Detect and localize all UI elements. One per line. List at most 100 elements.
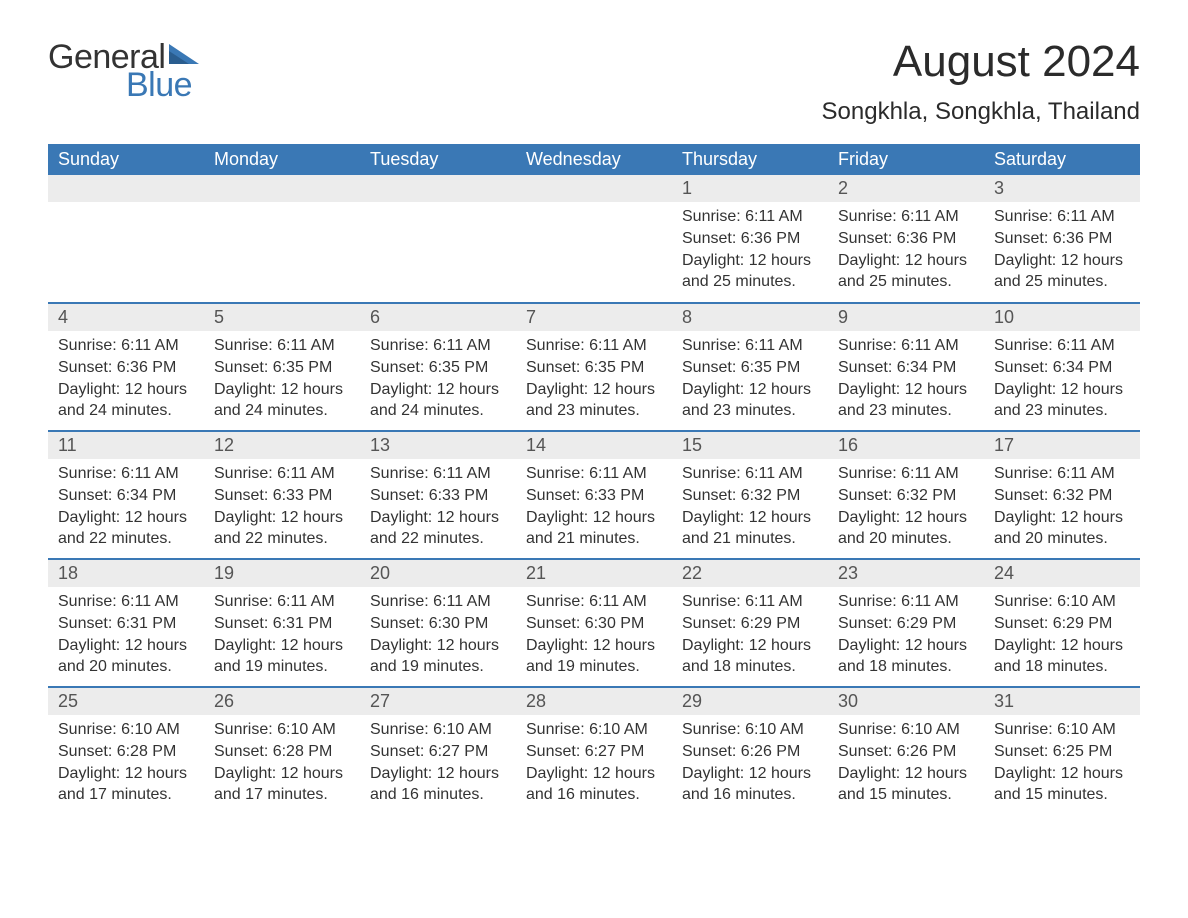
sunset-line: Sunset: 6:36 PM bbox=[58, 357, 194, 379]
daylight-line: Daylight: 12 hours and 21 minutes. bbox=[682, 507, 818, 550]
location-label: Songkhla, Songkhla, Thailand bbox=[822, 98, 1140, 126]
sunrise-line: Sunrise: 6:11 AM bbox=[214, 591, 350, 613]
title-block: August 2024 Songkhla, Songkhla, Thailand bbox=[822, 40, 1140, 126]
day-number: 10 bbox=[984, 304, 1140, 331]
sunrise-line: Sunrise: 6:11 AM bbox=[370, 335, 506, 357]
sunset-line: Sunset: 6:29 PM bbox=[682, 613, 818, 635]
sunrise-line: Sunrise: 6:10 AM bbox=[994, 719, 1130, 741]
day-number: 27 bbox=[360, 688, 516, 715]
calendar-cell: 16Sunrise: 6:11 AMSunset: 6:32 PMDayligh… bbox=[828, 431, 984, 559]
calendar-cell: 23Sunrise: 6:11 AMSunset: 6:29 PMDayligh… bbox=[828, 559, 984, 687]
day-details: Sunrise: 6:10 AMSunset: 6:29 PMDaylight:… bbox=[984, 587, 1140, 683]
page-title: August 2024 bbox=[822, 40, 1140, 84]
day-number: 18 bbox=[48, 560, 204, 587]
sunrise-line: Sunrise: 6:11 AM bbox=[838, 463, 974, 485]
weekday-header: Sunday bbox=[48, 144, 204, 175]
sunset-line: Sunset: 6:35 PM bbox=[214, 357, 350, 379]
calendar-cell: 13Sunrise: 6:11 AMSunset: 6:33 PMDayligh… bbox=[360, 431, 516, 559]
sunrise-line: Sunrise: 6:10 AM bbox=[526, 719, 662, 741]
day-details: Sunrise: 6:11 AMSunset: 6:34 PMDaylight:… bbox=[48, 459, 204, 555]
calendar-cell: 10Sunrise: 6:11 AMSunset: 6:34 PMDayligh… bbox=[984, 303, 1140, 431]
day-details: Sunrise: 6:11 AMSunset: 6:35 PMDaylight:… bbox=[672, 331, 828, 427]
sunset-line: Sunset: 6:33 PM bbox=[214, 485, 350, 507]
weekday-header: Friday bbox=[828, 144, 984, 175]
day-details: Sunrise: 6:11 AMSunset: 6:36 PMDaylight:… bbox=[48, 331, 204, 427]
sunrise-line: Sunrise: 6:11 AM bbox=[58, 335, 194, 357]
daylight-line: Daylight: 12 hours and 17 minutes. bbox=[58, 763, 194, 806]
day-number: 23 bbox=[828, 560, 984, 587]
sunset-line: Sunset: 6:28 PM bbox=[58, 741, 194, 763]
day-number: 19 bbox=[204, 560, 360, 587]
calendar-cell: 31Sunrise: 6:10 AMSunset: 6:25 PMDayligh… bbox=[984, 687, 1140, 815]
day-number: 12 bbox=[204, 432, 360, 459]
daylight-line: Daylight: 12 hours and 18 minutes. bbox=[682, 635, 818, 678]
sunrise-line: Sunrise: 6:11 AM bbox=[994, 335, 1130, 357]
sunset-line: Sunset: 6:34 PM bbox=[838, 357, 974, 379]
daylight-line: Daylight: 12 hours and 19 minutes. bbox=[370, 635, 506, 678]
sunset-line: Sunset: 6:33 PM bbox=[370, 485, 506, 507]
calendar-cell: 4Sunrise: 6:11 AMSunset: 6:36 PMDaylight… bbox=[48, 303, 204, 431]
calendar-cell: 3Sunrise: 6:11 AMSunset: 6:36 PMDaylight… bbox=[984, 175, 1140, 303]
day-number: 22 bbox=[672, 560, 828, 587]
daylight-line: Daylight: 12 hours and 18 minutes. bbox=[838, 635, 974, 678]
sunrise-line: Sunrise: 6:11 AM bbox=[994, 463, 1130, 485]
day-number: 11 bbox=[48, 432, 204, 459]
sunrise-line: Sunrise: 6:11 AM bbox=[526, 335, 662, 357]
weekday-header: Monday bbox=[204, 144, 360, 175]
day-number: 13 bbox=[360, 432, 516, 459]
daylight-line: Daylight: 12 hours and 24 minutes. bbox=[370, 379, 506, 422]
daylight-line: Daylight: 12 hours and 24 minutes. bbox=[58, 379, 194, 422]
day-number: 29 bbox=[672, 688, 828, 715]
weekday-header: Tuesday bbox=[360, 144, 516, 175]
sunrise-line: Sunrise: 6:11 AM bbox=[526, 591, 662, 613]
day-details: Sunrise: 6:11 AMSunset: 6:32 PMDaylight:… bbox=[984, 459, 1140, 555]
sunrise-line: Sunrise: 6:11 AM bbox=[994, 206, 1130, 228]
sunrise-line: Sunrise: 6:10 AM bbox=[214, 719, 350, 741]
sunset-line: Sunset: 6:30 PM bbox=[370, 613, 506, 635]
calendar-cell: 12Sunrise: 6:11 AMSunset: 6:33 PMDayligh… bbox=[204, 431, 360, 559]
daylight-line: Daylight: 12 hours and 18 minutes. bbox=[994, 635, 1130, 678]
sunset-line: Sunset: 6:34 PM bbox=[994, 357, 1130, 379]
sunrise-line: Sunrise: 6:10 AM bbox=[370, 719, 506, 741]
sunset-line: Sunset: 6:29 PM bbox=[994, 613, 1130, 635]
day-number: 16 bbox=[828, 432, 984, 459]
calendar-week-row: 11Sunrise: 6:11 AMSunset: 6:34 PMDayligh… bbox=[48, 431, 1140, 559]
day-details: Sunrise: 6:11 AMSunset: 6:35 PMDaylight:… bbox=[360, 331, 516, 427]
daylight-line: Daylight: 12 hours and 25 minutes. bbox=[682, 250, 818, 293]
weekday-header-row: SundayMondayTuesdayWednesdayThursdayFrid… bbox=[48, 144, 1140, 175]
sunrise-line: Sunrise: 6:10 AM bbox=[58, 719, 194, 741]
calendar-cell: 14Sunrise: 6:11 AMSunset: 6:33 PMDayligh… bbox=[516, 431, 672, 559]
daylight-line: Daylight: 12 hours and 15 minutes. bbox=[994, 763, 1130, 806]
sunset-line: Sunset: 6:36 PM bbox=[682, 228, 818, 250]
sunset-line: Sunset: 6:32 PM bbox=[682, 485, 818, 507]
sunrise-line: Sunrise: 6:11 AM bbox=[214, 335, 350, 357]
sunrise-line: Sunrise: 6:11 AM bbox=[838, 335, 974, 357]
sunset-line: Sunset: 6:26 PM bbox=[682, 741, 818, 763]
sunset-line: Sunset: 6:36 PM bbox=[838, 228, 974, 250]
calendar-week-row: 25Sunrise: 6:10 AMSunset: 6:28 PMDayligh… bbox=[48, 687, 1140, 815]
day-number: 9 bbox=[828, 304, 984, 331]
header: General Blue August 2024 Songkhla, Songk… bbox=[48, 40, 1140, 126]
sunrise-line: Sunrise: 6:10 AM bbox=[838, 719, 974, 741]
day-number: 2 bbox=[828, 175, 984, 202]
calendar-cell: 21Sunrise: 6:11 AMSunset: 6:30 PMDayligh… bbox=[516, 559, 672, 687]
day-details: Sunrise: 6:11 AMSunset: 6:29 PMDaylight:… bbox=[672, 587, 828, 683]
daylight-line: Daylight: 12 hours and 25 minutes. bbox=[838, 250, 974, 293]
sunset-line: Sunset: 6:33 PM bbox=[526, 485, 662, 507]
day-details: Sunrise: 6:11 AMSunset: 6:36 PMDaylight:… bbox=[984, 202, 1140, 298]
daylight-line: Daylight: 12 hours and 24 minutes. bbox=[214, 379, 350, 422]
calendar-cell: 24Sunrise: 6:10 AMSunset: 6:29 PMDayligh… bbox=[984, 559, 1140, 687]
calendar-cell bbox=[48, 175, 204, 303]
calendar-cell bbox=[204, 175, 360, 303]
day-details: Sunrise: 6:11 AMSunset: 6:32 PMDaylight:… bbox=[672, 459, 828, 555]
calendar-week-row: 1Sunrise: 6:11 AMSunset: 6:36 PMDaylight… bbox=[48, 175, 1140, 303]
sunrise-line: Sunrise: 6:11 AM bbox=[838, 206, 974, 228]
sunrise-line: Sunrise: 6:11 AM bbox=[370, 591, 506, 613]
sunrise-line: Sunrise: 6:10 AM bbox=[682, 719, 818, 741]
calendar-cell: 8Sunrise: 6:11 AMSunset: 6:35 PMDaylight… bbox=[672, 303, 828, 431]
sunset-line: Sunset: 6:30 PM bbox=[526, 613, 662, 635]
sunset-line: Sunset: 6:31 PM bbox=[58, 613, 194, 635]
calendar-cell: 5Sunrise: 6:11 AMSunset: 6:35 PMDaylight… bbox=[204, 303, 360, 431]
weekday-header: Wednesday bbox=[516, 144, 672, 175]
day-number: 6 bbox=[360, 304, 516, 331]
